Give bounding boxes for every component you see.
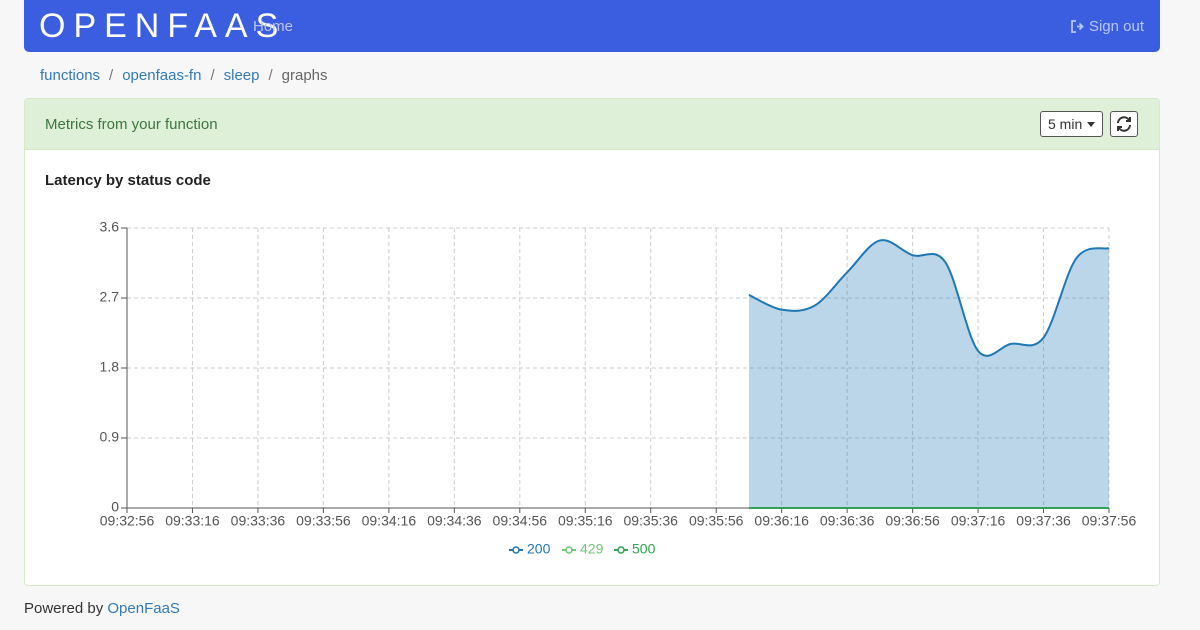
y-tick-label: 0 [111,499,119,515]
panel-heading: Metrics from your function 5 min [25,99,1159,150]
legend-label: 500 [632,541,656,557]
x-tick-label: 09:34:36 [427,513,482,529]
panel-title: Metrics from your function [45,116,218,133]
refresh-button[interactable] [1110,111,1138,137]
footer-text: Powered by [24,600,104,617]
crumb: graphs [259,67,327,84]
x-tick-label: 09:37:36 [1016,513,1071,529]
x-tick-label: 09:35:16 [558,513,613,529]
crumb[interactable]: sleep [201,67,259,84]
sign-out-icon [1071,20,1084,33]
sign-out[interactable]: Sign out [1071,18,1144,35]
x-tick-label: 09:36:56 [885,513,940,529]
x-tick-label: 09:33:56 [296,513,351,529]
x-tick-label: 09:35:56 [689,513,744,529]
sign-out-label[interactable]: Sign out [1088,18,1144,35]
legend-label: 429 [580,541,604,557]
legend-symbol [565,546,573,554]
footer: Powered by OpenFaaS [24,600,180,617]
home-link[interactable]: Home [253,18,294,35]
x-tick-label: 09:37:56 [1082,513,1137,529]
legend-symbol [617,546,625,554]
chart-title: Latency by status code [45,172,211,189]
y-tick-label: 3.6 [100,219,120,235]
refresh-icon [1117,116,1131,132]
range-label[interactable]: 5 min [1048,116,1083,132]
line [748,239,1110,357]
legend-symbol [512,546,520,554]
y-tick-label: 0.9 [100,429,120,445]
footer-link[interactable]: OpenFaaS [107,600,180,617]
x-tick-label: 09:37:16 [951,513,1006,529]
breadcrumb: functionsopenfaas-fnsleepgraphs [40,67,328,84]
x-tick-label: 09:32:56 [100,513,155,529]
y-tick-label: 1.8 [100,359,120,375]
crumb[interactable]: functions [40,67,101,84]
x-tick-label: 09:33:36 [231,513,286,529]
panel: Metrics from your function 5 min [24,98,1160,586]
legend-label: 200 [527,541,551,557]
navbar: OPENFAAS Home Sign out [24,0,1160,52]
x-tick-label: 09:36:16 [754,513,809,529]
area [748,240,1109,508]
brand[interactable]: OPENFAAS [39,7,287,45]
x-tick-label: 09:36:36 [820,513,875,529]
crumb[interactable]: openfaas-fn [100,67,201,84]
x-tick-label: 09:33:16 [165,513,220,529]
x-tick-label: 09:34:56 [493,513,548,529]
range-select[interactable]: 5 min [1040,111,1104,137]
y-tick-label: 2.7 [100,289,120,305]
x-tick-label: 09:34:16 [362,513,417,529]
x-tick-label: 09:35:36 [623,513,678,529]
